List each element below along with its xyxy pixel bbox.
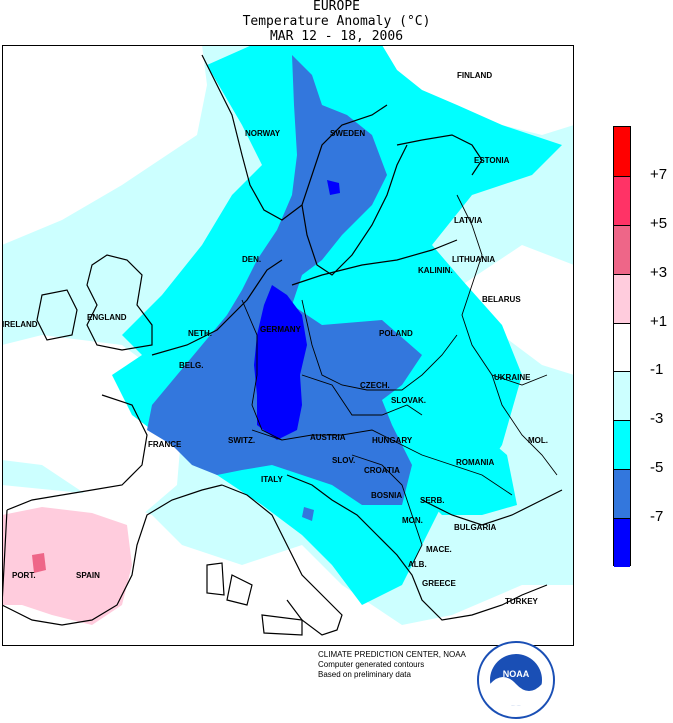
label-slov: SLOV. xyxy=(332,456,355,465)
label-italy: ITALY xyxy=(261,475,283,484)
label-bulgaria: BULGARIA xyxy=(454,523,496,532)
label-turkey: TURKEY xyxy=(505,597,539,606)
anomaly-band-plus3-to-plus5 xyxy=(32,553,46,573)
label-ukraine: UKRAINE xyxy=(494,373,531,382)
legend-swatch xyxy=(614,273,630,323)
label-sweden: SWEDEN xyxy=(330,129,365,138)
label-poland: POLAND xyxy=(379,329,413,338)
legend-label: +7 xyxy=(650,165,668,183)
label-mol: MOL. xyxy=(528,436,548,445)
anomaly-band-adriatic xyxy=(302,507,314,521)
label-croatia: CROATIA xyxy=(364,466,400,475)
map-variable-title: Temperature Anomaly (°C) xyxy=(242,14,431,29)
label-france: FRANCE xyxy=(148,440,182,449)
legend-swatch xyxy=(614,322,630,372)
label-hungary: HUNGARY xyxy=(372,436,413,445)
credits-line-1: CLIMATE PREDICTION CENTER, NOAA xyxy=(318,650,466,659)
legend-label: -7 xyxy=(650,508,664,526)
label-mon: MON. xyxy=(402,516,423,525)
legend-label: -1 xyxy=(650,361,664,379)
anomaly-band-below-minus7 xyxy=(254,180,340,440)
label-alb: ALB. xyxy=(408,560,427,569)
credits-block: CLIMATE PREDICTION CENTER, NOAA Computer… xyxy=(318,650,466,680)
label-neth: NETH. xyxy=(188,329,212,338)
label-germany: GERMANY xyxy=(260,325,302,334)
label-czech: CZECH. xyxy=(360,381,390,390)
label-norway: NORWAY xyxy=(245,129,281,138)
map-region-title: EUROPE xyxy=(313,0,360,14)
label-belarus: BELARUS xyxy=(482,295,521,304)
legend-color-bar xyxy=(613,126,631,567)
label-spain: SPAIN xyxy=(76,571,100,580)
label-england: ENGLAND xyxy=(87,313,127,322)
label-finland: FINLAND xyxy=(457,71,492,80)
label-belg: BELG. xyxy=(179,361,203,370)
label-ireland: IRELAND xyxy=(2,320,38,329)
temperature-anomaly-map: FINLAND NORWAY SWEDEN ESTONIA LATVIA LIT… xyxy=(2,45,574,646)
legend-swatch xyxy=(614,420,630,470)
country-borders xyxy=(241,194,558,566)
label-estonia: ESTONIA xyxy=(474,156,510,165)
label-bosnia: BOSNIA xyxy=(371,491,402,500)
label-austria: AUSTRIA xyxy=(310,433,346,442)
coastline-lines xyxy=(2,54,563,636)
map-frame xyxy=(2,45,574,646)
noaa-logo: NOAA xyxy=(477,641,555,719)
legend-label: -5 xyxy=(650,459,664,477)
label-kalinin: KALININ. xyxy=(418,266,453,275)
label-romania: ROMANIA xyxy=(456,458,494,467)
label-serb: SERB. xyxy=(420,496,444,505)
label-port: PORT. xyxy=(12,571,36,580)
legend-label: +1 xyxy=(650,312,668,330)
label-greece: GREECE xyxy=(422,579,456,588)
legend-label: +5 xyxy=(650,214,668,232)
label-den: DEN. xyxy=(242,255,261,264)
credits-line-2: Computer generated contours xyxy=(318,660,425,669)
anomaly-band-minus5-to-minus7 xyxy=(147,55,422,505)
label-slovak: SLOVAK. xyxy=(391,396,426,405)
legend-swatch xyxy=(614,518,630,567)
legend-swatch xyxy=(614,469,630,518)
legend-swatch xyxy=(614,175,630,225)
legend-label: -3 xyxy=(650,410,664,428)
map-period-title: MAR 12 - 18, 2006 xyxy=(269,29,404,44)
label-switz: SWITZ. xyxy=(228,436,255,445)
legend-swatch xyxy=(614,127,630,176)
legend-swatch xyxy=(614,371,630,421)
legend-label: +3 xyxy=(650,263,668,281)
label-latvia: LATVIA xyxy=(454,216,483,225)
legend-swatch xyxy=(614,224,630,274)
anomaly-band-plus1-to-plus3 xyxy=(2,507,132,625)
anomaly-band-minus1-to-plus1 xyxy=(2,45,574,646)
credits-line-3: Based on preliminary data xyxy=(318,670,411,679)
label-lithuania: LITHUANIA xyxy=(452,255,495,264)
svg-text:NOAA: NOAA xyxy=(503,669,530,679)
label-mace: MACE. xyxy=(426,545,452,554)
